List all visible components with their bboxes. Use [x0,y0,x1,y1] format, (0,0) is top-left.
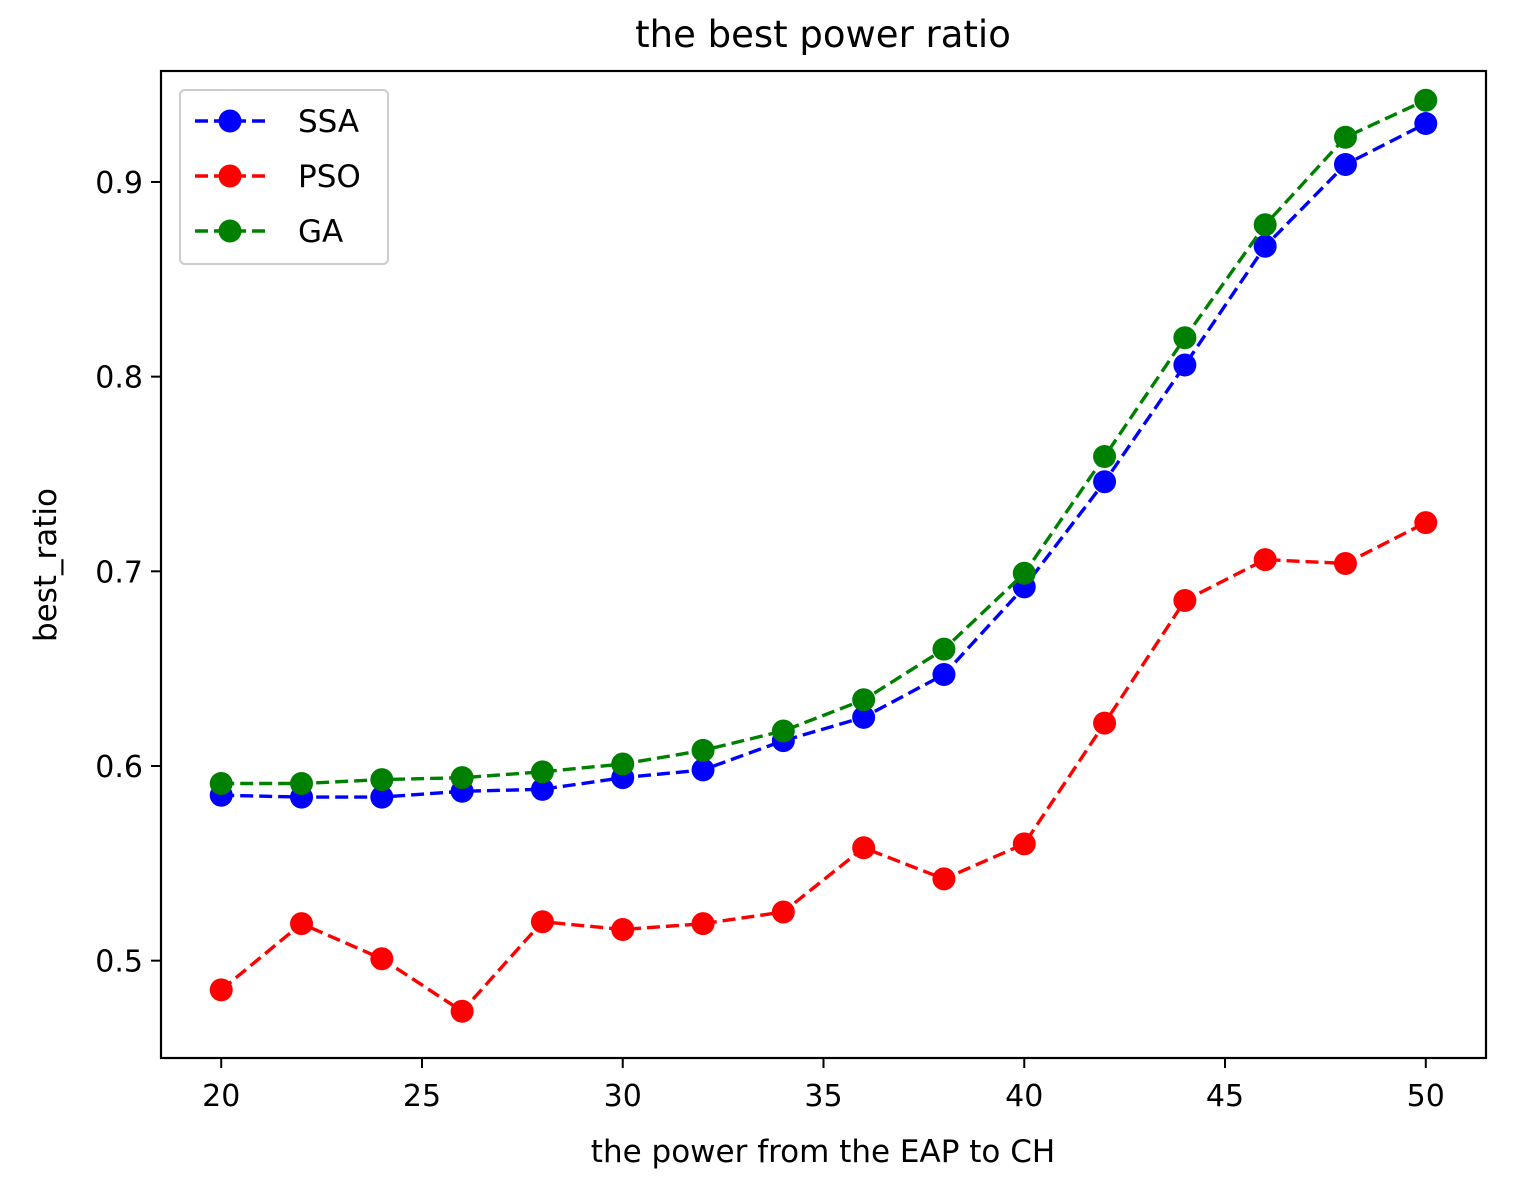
data-point-ssa [1253,234,1277,258]
data-point-pso [852,836,876,860]
data-point-ssa [1093,470,1117,494]
series-line-ssa [221,122,1427,799]
data-point-ga [611,752,635,776]
x-tick-label: 35 [804,1079,842,1114]
legend-label-ga: GA [298,214,343,250]
legend: SSA PSO GA [179,89,389,265]
data-point-pso [1012,832,1036,856]
chart-title: the best power ratio [635,13,1011,56]
data-point-pso [932,867,956,891]
y-tick-label: 0.7 [95,555,143,590]
data-point-ga [932,637,956,661]
x-tick-label: 25 [403,1079,441,1114]
x-tick-label: 30 [604,1079,642,1114]
y-tick-label: 0.5 [95,945,143,980]
series-pso [209,511,1438,1023]
data-point-pso [611,918,635,942]
data-point-pso [209,978,233,1002]
data-point-pso [771,900,795,924]
x-tick-label: 40 [1005,1079,1043,1114]
data-point-pso [1253,548,1277,572]
ticks-layer: 20 25 30 35 40 45 50 0.5 0.6 0.7 0.8 0.9 [95,166,1445,1114]
data-point-ssa [1173,353,1197,377]
series-ga [209,88,1438,796]
legend-label-pso: PSO [298,159,361,195]
series-ssa [209,112,1438,809]
y-tick-label: 0.9 [95,166,143,201]
data-point-ga [771,719,795,743]
data-point-ga [450,766,474,790]
data-point-ssa [1333,152,1357,176]
data-point-ga [1173,326,1197,350]
data-point-pso [1333,552,1357,576]
legend-marker-ga [218,219,242,243]
data-point-ssa [530,777,554,801]
legend-marker-pso [218,164,242,188]
data-point-pso [1414,511,1438,535]
data-point-ga [290,772,314,796]
y-axis-title: best_ratio [28,488,64,642]
data-point-pso [370,947,394,971]
data-point-ga [1012,561,1036,585]
legend-marker-ssa [218,109,242,133]
data-point-ga [370,768,394,792]
data-point-ssa [852,705,876,729]
data-point-ga [530,760,554,784]
legend-label-ssa: SSA [298,104,359,140]
data-point-ga [852,688,876,712]
data-point-pso [530,910,554,934]
data-point-ga [1333,125,1357,149]
series-line-ga [221,98,1427,786]
y-tick-label: 0.8 [95,361,143,396]
data-point-pso [691,912,715,936]
data-point-pso [290,912,314,936]
x-tick-label: 50 [1407,1079,1445,1114]
x-tick-label: 45 [1206,1079,1244,1114]
data-point-ssa [932,662,956,686]
data-point-ssa [691,758,715,782]
data-point-ssa [370,785,394,809]
data-point-ga [1414,88,1438,112]
x-axis-title: the power from the EAP to CH [591,1134,1055,1170]
data-point-pso [1093,711,1117,735]
y-tick-label: 0.6 [95,750,143,785]
text-layer: the best power ratio the power from the … [28,13,1055,1170]
data-point-ssa [1414,112,1438,136]
data-point-pso [1173,589,1197,613]
data-point-ga [209,772,233,796]
series-layer [209,88,1438,1023]
data-point-ga [691,738,715,762]
data-point-pso [450,999,474,1023]
data-point-ga [1253,213,1277,237]
x-tick-label: 20 [202,1079,240,1114]
series-line-pso [220,521,1427,1014]
data-point-ga [1093,444,1117,468]
